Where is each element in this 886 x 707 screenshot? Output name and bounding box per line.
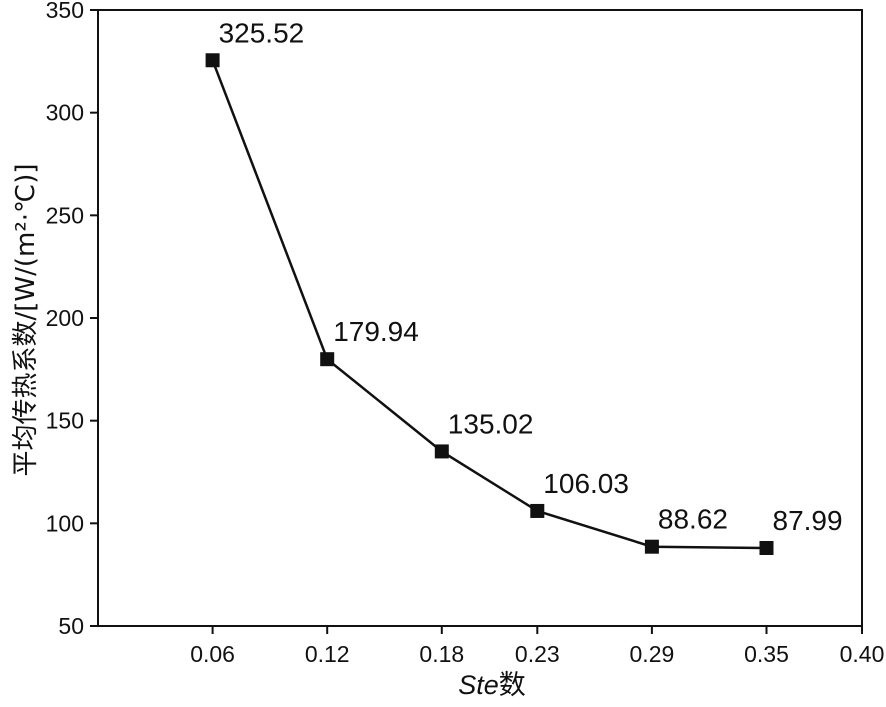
data-point-marker: [205, 53, 220, 68]
y-axis-title: 平均传热系数/[W/(m²·℃)]: [11, 163, 41, 476]
x-tick-label: 0.06: [190, 641, 235, 667]
x-axis-title-italic: Ste: [458, 670, 499, 700]
y-tick-label: 300: [46, 100, 84, 126]
x-tick-label: 0.23: [515, 641, 560, 667]
y-tick-label: 150: [46, 408, 84, 434]
data-point-marker: [644, 539, 659, 554]
data-label: 179.94: [333, 316, 419, 347]
y-axis-ticks: 50 100 150 200 250 300 350: [46, 0, 98, 639]
data-point-marker: [434, 444, 449, 459]
y-tick-label: 100: [46, 510, 84, 536]
data-labels: 325.52 179.94 135.02 106.03 88.62 87.99: [219, 17, 843, 536]
axes: [97, 9, 863, 627]
data-label: 106.03: [543, 468, 629, 499]
x-tick-label: 0.29: [630, 641, 675, 667]
data-label: 87.99: [773, 505, 843, 536]
x-axis-title: Ste数: [458, 670, 526, 701]
data-point-marker: [530, 503, 545, 518]
y-tick-label: 350: [46, 0, 84, 23]
series-line: [211, 59, 767, 550]
data-point-marker: [759, 540, 774, 555]
x-tick-label: 0.40: [840, 641, 885, 667]
data-point-marker: [320, 352, 335, 367]
data-label: 135.02: [448, 408, 534, 439]
x-tick-label: 0.35: [744, 641, 789, 667]
data-label: 88.62: [658, 504, 728, 535]
y-tick-label: 250: [46, 202, 84, 228]
y-tick-label: 200: [46, 305, 84, 331]
y-tick-label: 50: [58, 613, 84, 639]
plot-frame: [97, 9, 863, 627]
x-tick-label: 0.18: [419, 641, 464, 667]
series: [205, 53, 774, 555]
data-label: 325.52: [219, 17, 305, 48]
x-axis-title-suffix: 数: [499, 670, 526, 701]
x-axis-ticks: 0.06 0.12 0.18 0.23 0.29 0.35 0.40: [190, 626, 884, 667]
x-tick-label: 0.12: [305, 641, 350, 667]
